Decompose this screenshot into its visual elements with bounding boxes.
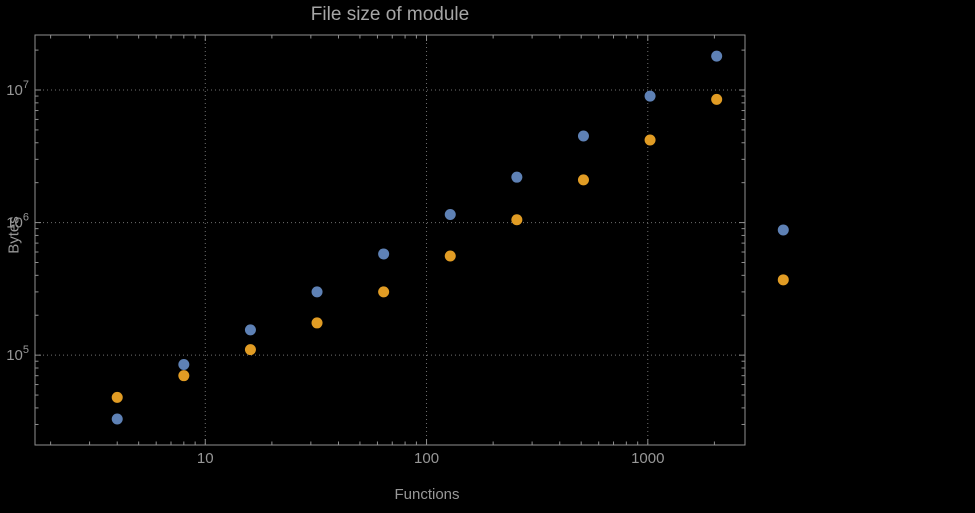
data-point-series-1 [511, 171, 523, 183]
x-tick-label: 100 [414, 450, 439, 467]
data-point-series-2 [777, 274, 789, 286]
data-point-series-2 [311, 317, 323, 329]
data-point-series-1 [111, 413, 123, 425]
data-point-series-2 [711, 93, 723, 105]
x-tick-label: 1000 [631, 450, 664, 467]
y-tick-label: 105 [6, 344, 29, 364]
chart-title: File size of module [310, 4, 470, 25]
data-point-series-1 [644, 90, 656, 102]
data-point-series-1 [178, 359, 190, 371]
data-point-series-2 [511, 214, 523, 226]
data-point-series-2 [577, 174, 589, 186]
data-point-series-1 [244, 324, 256, 336]
data-point-series-1 [311, 286, 323, 298]
data-point-series-1 [777, 224, 789, 236]
data-point-series-1 [444, 209, 456, 221]
y-tick-label: 107 [6, 79, 29, 99]
plot-frame [34, 34, 746, 446]
y-tick-label: 106 [6, 212, 29, 232]
data-point-series-2 [244, 344, 256, 356]
data-point-series-1 [577, 130, 589, 142]
data-point-series-1 [378, 248, 390, 260]
data-point-series-2 [444, 250, 456, 262]
x-axis-label: Functions [394, 486, 460, 503]
x-tick-label: 10 [197, 450, 214, 467]
data-point-series-2 [644, 134, 656, 146]
data-point-series-2 [111, 391, 123, 403]
data-point-series-2 [378, 286, 390, 298]
data-point-series-1 [711, 50, 723, 62]
data-point-series-2 [178, 370, 190, 382]
